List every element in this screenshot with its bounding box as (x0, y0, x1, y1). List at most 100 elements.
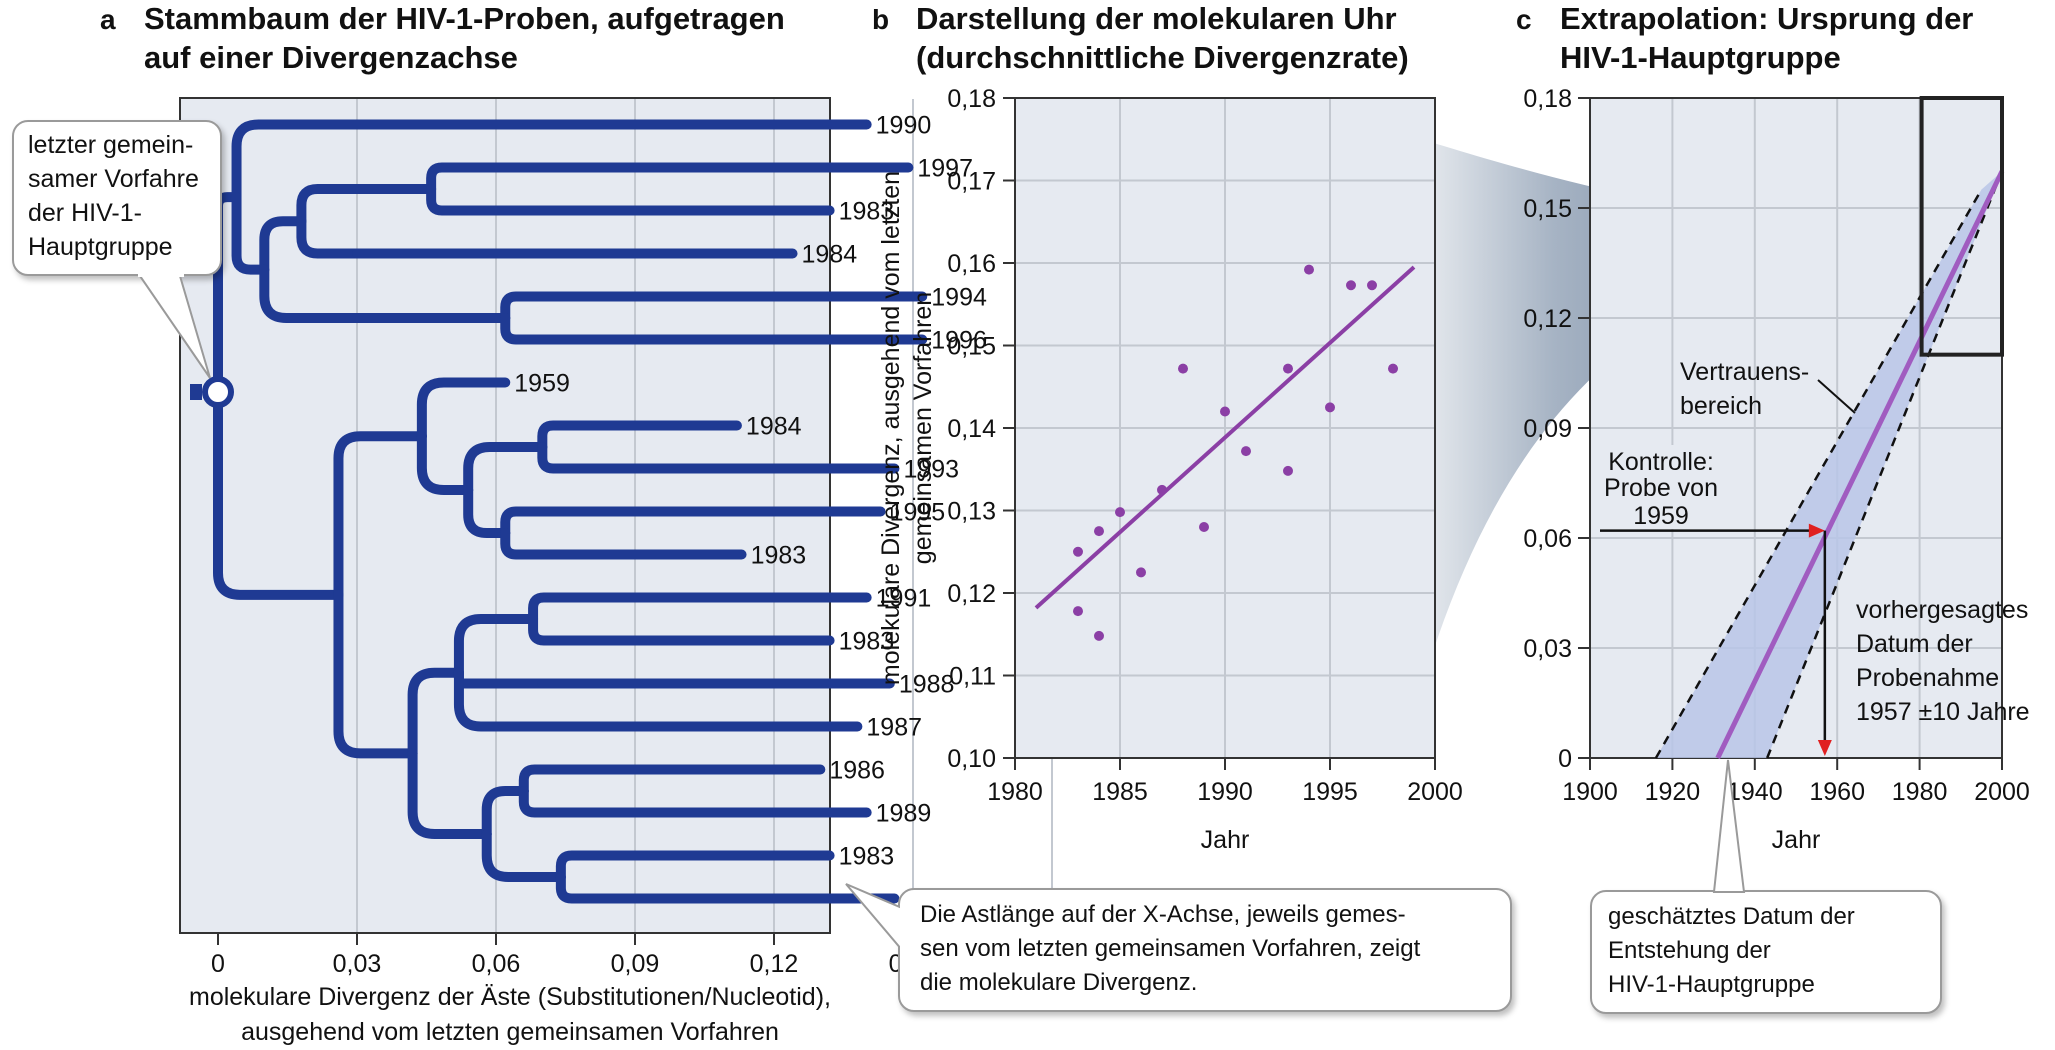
origin-callout-pointer (1712, 759, 1746, 893)
panel-c-ytick-label: 0,03 (1523, 635, 1572, 663)
tree-leaf-branch (416, 377, 511, 442)
panel-a-xlabel-line1: molekulare Divergenz der Äste (Substitut… (189, 983, 831, 1011)
origin-callout-line3: HIV-1-Hauptgruppe (1608, 971, 1815, 998)
panel-c-letter: c (1516, 4, 1532, 35)
ancestor-callout-line1: letzter gemein- (28, 131, 194, 159)
panel-b-ytick-label: 0,12 (947, 580, 996, 608)
data-point (1157, 484, 1167, 495)
panel-c-xtick-label: 1980 (1892, 778, 1948, 806)
ancestor-callout-line4: Hauptgruppe (28, 233, 173, 261)
tree-leaf-label: 1996 (931, 327, 987, 355)
data-point (1325, 402, 1335, 413)
panel-a-tick-label: 0,06 (472, 950, 521, 978)
control-label-bg (1593, 445, 1725, 529)
panel-c-axes: 1900 1920 1940 1960 1980 2000 0 0,03 0,06 0,09 0,1… (1523, 85, 2029, 806)
tree-internal-branch (296, 216, 362, 259)
tree-internal-branch (463, 442, 548, 495)
predicted-label-line2: Datum der (1856, 630, 1973, 658)
tree-internal-branch (481, 786, 529, 839)
panel-c-xtick-label: 1940 (1727, 778, 1783, 806)
tree-leaf-branch (500, 313, 928, 345)
tree-leaf-label: 1983 (839, 843, 895, 871)
confidence-label-line1: Vertrauens- (1680, 358, 1809, 386)
panel-a-tick-label: 0,03 (333, 950, 382, 978)
panel-b-xtick-label: 1990 (1197, 778, 1253, 806)
panel-b-grid (1016, 99, 1434, 757)
confidence-label-line2: bereich (1680, 392, 1762, 420)
panel-b-xtick-label: 2000 (1407, 778, 1463, 806)
data-point (1094, 630, 1104, 641)
panel-b-ytick-label: 0,15 (947, 333, 996, 361)
predicted-label-line4: 1957 ±10 Jahre (1856, 698, 2030, 726)
tree-internal-branch (333, 589, 418, 759)
tree-leaf-branch (453, 667, 863, 732)
tree-leaf-branch (518, 786, 872, 818)
data-point (1220, 406, 1230, 417)
confidence-band (1655, 171, 2002, 759)
tree-leaf-branch (231, 119, 872, 203)
zoom-funnel (1372, 126, 1895, 745)
ancestor-callout-line3: der HIV-1- (28, 199, 142, 227)
tree-internal-branch (407, 667, 464, 759)
tree-internal-branch (416, 431, 474, 495)
panel-c-xtick-label: 1920 (1645, 778, 1701, 806)
panel-a-title-line2: auf einer Divergenzachse (144, 40, 518, 75)
tree-leaf-label: 1993 (903, 456, 959, 484)
panel-c-title: c Extrapolation: Ursprung der HIV-1-Haupt… (1516, 0, 1973, 77)
panel-c-title-line2: HIV-1-Hauptgruppe (1560, 40, 1841, 75)
tree-leaf-label: 1987 (866, 714, 922, 742)
confidence-upper-line (1654, 189, 1983, 759)
panel-c-confidence (1600, 96, 2005, 760)
tree-internal-branch (481, 829, 566, 882)
panel-c-xtick-label: 2000 (1974, 778, 2030, 806)
tree-leaf-label: 1959 (514, 370, 570, 398)
data-point (1136, 567, 1146, 578)
data-point (1346, 280, 1356, 291)
control-label-line1: Kontrolle: (1608, 448, 1714, 476)
panel-c-ytick-label: 0,15 (1523, 195, 1572, 223)
tree-leaf-label: 1994 (931, 284, 987, 312)
tree-leaf-branch (500, 506, 886, 538)
panel-b-ytick-label: 0,10 (947, 745, 996, 773)
panel-b-xtick-label: 1980 (987, 778, 1043, 806)
panel-a-letter: a (100, 4, 116, 35)
panel-c-ytick-label: 0 (1558, 745, 1572, 773)
tree-leaf-label: 1983 (839, 628, 895, 656)
predicted-date-arrowhead (1817, 740, 1832, 756)
branch-callout-line1: Die Astlänge auf der X-Achse, jeweils ge… (920, 901, 1406, 928)
panel-a-title: a Stammbaum der HIV-1-Proben, aufgetragen… (100, 0, 785, 77)
tree-leaf-label: 1989 (876, 800, 932, 828)
tree-leaf-branch (555, 850, 835, 882)
data-point (1073, 606, 1083, 617)
panel-c-xtick-label: 1900 (1562, 778, 1618, 806)
panel-b-xlabel: Jahr (1201, 826, 1250, 854)
tree-leaf-branch (528, 614, 835, 646)
panel-c-title-line1: Extrapolation: Ursprung der (1560, 1, 1974, 36)
tree-leaf-label: 1983 (751, 542, 807, 570)
hiv-tree (213, 119, 928, 904)
tree-leaf-branch (555, 872, 900, 904)
panel-b-title: b Darstellung der molekularen Uhr (durchs… (872, 0, 1409, 77)
panel-b-ylabel-line2: gemeinsamen Vorfahren (909, 292, 937, 564)
tree-leaf-branch (537, 442, 900, 474)
data-point (1241, 446, 1251, 457)
origin-callout-line2: Entstehung der (1608, 937, 1771, 964)
tree-leaf-label: 1997 (917, 155, 973, 183)
control-label-line2: Probe von (1604, 474, 1718, 502)
tree-leaf-label: 1986 (829, 757, 885, 785)
tree-leaf-branch (500, 291, 928, 323)
data-point (1094, 526, 1104, 537)
panel-b-title-line1: Darstellung der molekularen Uhr (916, 1, 1397, 36)
panel-b-marks (1034, 264, 1416, 641)
panel-b-letter: b (872, 4, 890, 35)
tree-leaf-label: 1983 (839, 198, 895, 226)
data-point (1283, 363, 1293, 374)
data-point (1178, 363, 1188, 374)
data-point (1367, 280, 1377, 291)
tree-leaf-label: 1988 (899, 671, 955, 699)
ancestor-callout-line2: samer Vorfahre (28, 165, 199, 193)
tree-internal-branch (259, 264, 511, 323)
root-stub (190, 384, 202, 400)
tree-internal-branch (296, 184, 437, 227)
